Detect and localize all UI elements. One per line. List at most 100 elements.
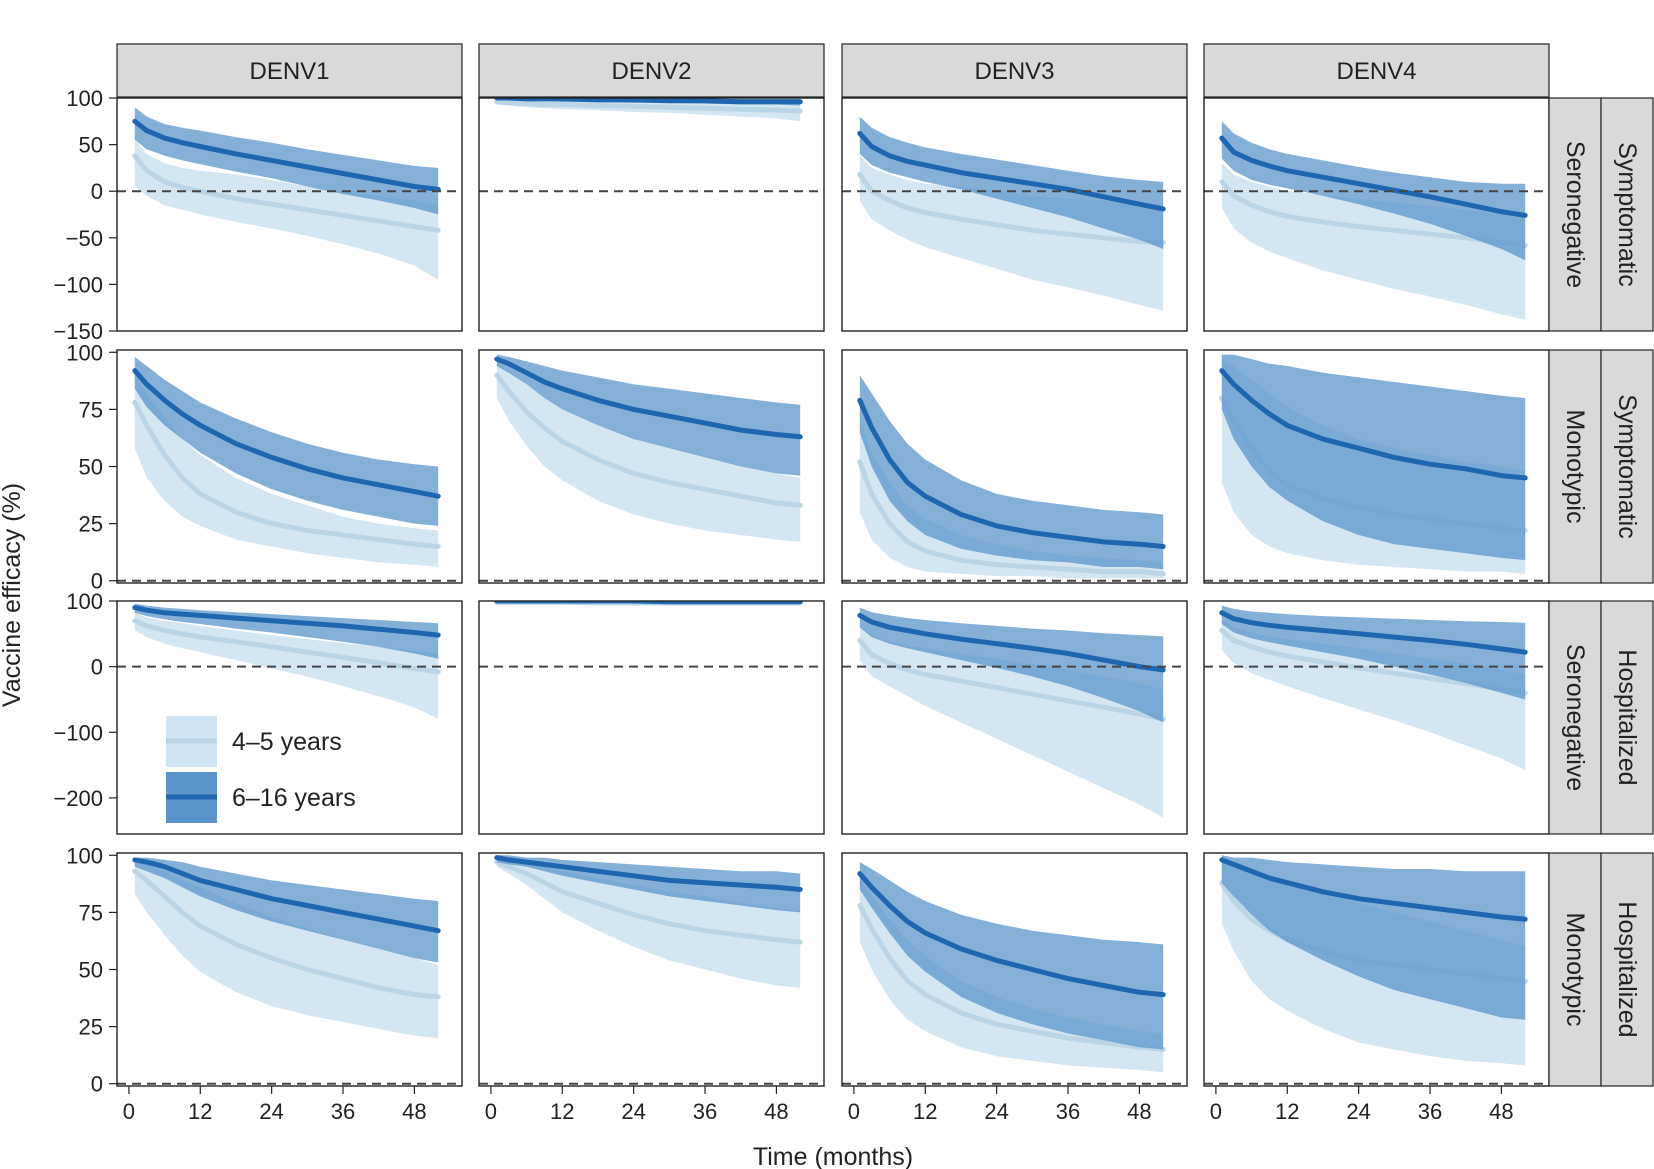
y-tick-label-r4-100: 100 [66, 843, 103, 868]
panel-content-r2-denv1 [117, 356, 462, 582]
panel-r3-denv2 [478, 600, 825, 835]
y-tick-label-r2-25: 25 [79, 512, 103, 537]
y-tick-label-r1--100: −100 [53, 272, 103, 297]
band-6-16-r2-denv2 [496, 354, 801, 476]
band-4-5-r4-denv2 [496, 857, 801, 988]
line-6-16-r1-denv4 [1219, 135, 1528, 218]
axes: 100500−50−100−15010075502501000−100−2001… [53, 86, 1513, 1124]
band-4-5-r2-denv2 [496, 361, 801, 542]
panel-r1-denv2 [478, 97, 825, 332]
band-4-5-r2-denv3 [859, 420, 1164, 579]
panel-border-r2-denv3 [841, 349, 1188, 584]
panel-grid [116, 97, 1550, 1087]
band-4-5-r1-denv4 [1221, 163, 1526, 320]
panel-content-r2-denv3 [842, 375, 1187, 582]
panel-r4-denv2 [478, 852, 825, 1087]
panel-r1-denv3 [841, 97, 1188, 332]
line-6-16-r3-denv3 [857, 612, 1166, 673]
row-strip-inner-1 [1548, 97, 1602, 332]
panel-r2-denv1 [116, 349, 463, 584]
strip-labels: DENV1 DENV2 DENV3 DENV4 Seronegative Symptoma… [116, 43, 1654, 1087]
line-6-16-r1-denv2 [494, 98, 803, 105]
row-strip-label-inner-2: Monotypic [1561, 410, 1589, 524]
y-tick-label-r2-50: 50 [79, 455, 103, 480]
line-6-16-r2-denv3 [857, 397, 1166, 549]
x-tick-label-denv2-12: 12 [550, 1099, 574, 1124]
panel-content-r3-denv3 [842, 607, 1187, 818]
y-tick-label-r3-0: 0 [91, 655, 103, 680]
panel-border-r3-denv3 [841, 600, 1188, 835]
panel-border-r4-denv3 [841, 852, 1188, 1087]
panel-content-r1-denv2 [479, 98, 824, 193]
y-tick-label-r3--200: −200 [53, 786, 103, 811]
y-tick-label-r4-50: 50 [79, 958, 103, 983]
line-6-16-r4-denv4 [1219, 857, 1528, 922]
line-6-16-r2-denv2 [494, 356, 803, 440]
panel-content-r4-denv4 [1204, 855, 1549, 1085]
column-strip-denv1 [116, 43, 463, 98]
panel-r1-denv4 [1203, 97, 1550, 332]
x-tick-label-denv4-12: 12 [1275, 1099, 1299, 1124]
row-strip-label-inner-1: Seronegative [1561, 141, 1589, 288]
column-strip-label-denv2: DENV2 [611, 58, 691, 85]
legend-label-6-16: 6–16 years [232, 784, 356, 812]
x-tick-label-denv4-48: 48 [1489, 1099, 1513, 1124]
x-tick-label-denv2-0: 0 [485, 1099, 497, 1124]
x-tick-label-denv4-36: 36 [1418, 1099, 1442, 1124]
panel-border-r1-denv1 [116, 97, 463, 332]
line-4-5-r4-denv1 [132, 868, 441, 1000]
line-6-16-r3-denv4 [1219, 610, 1528, 655]
column-strip-label-denv3: DENV3 [974, 58, 1054, 85]
line-4-5-r4-denv2 [494, 859, 803, 945]
x-tick-label-denv2-36: 36 [693, 1099, 717, 1124]
x-tick-label-denv1-24: 24 [259, 1099, 283, 1124]
line-6-16-r4-denv1 [132, 857, 441, 934]
panel-r4-denv1 [116, 852, 463, 1087]
y-axis-label: Vaccine efficacy (%) [0, 483, 26, 707]
panel-border-r1-denv3 [841, 97, 1188, 332]
panel-border-r3-denv1 [116, 600, 463, 835]
line-6-16-r3-denv1 [132, 605, 441, 638]
y-tick-label-r2-100: 100 [66, 340, 103, 365]
panel-content-r4-denv1 [117, 857, 462, 1085]
line-6-16-r2-denv4 [1219, 368, 1528, 481]
line-4-5-r4-denv3 [857, 903, 1166, 1052]
band-6-16-r4-denv3 [859, 862, 1164, 1050]
legend: 4–5 years 6–16 years [166, 716, 356, 823]
panel-content-r1-denv4 [1204, 121, 1549, 320]
panel-r4-denv3 [841, 852, 1188, 1087]
row-strip-outer-3 [1600, 600, 1654, 835]
band-4-5-r4-denv1 [134, 859, 439, 1038]
y-tick-label-r1-0: 0 [91, 179, 103, 204]
line-6-16-r4-denv2 [494, 855, 803, 892]
x-tick-label-denv1-36: 36 [331, 1099, 355, 1124]
y-tick-label-r2-75: 75 [79, 397, 103, 422]
y-tick-label-r4-0: 0 [91, 1072, 103, 1097]
y-tick-label-r1--50: −50 [66, 226, 103, 251]
panel-r1-denv1 [116, 97, 463, 332]
panel-border-r1-denv2 [478, 97, 825, 332]
line-4-5-r1-denv2 [494, 99, 803, 114]
column-strip-denv3 [841, 43, 1188, 98]
row-strip-outer-1 [1600, 97, 1654, 332]
row-strip-outer-4 [1600, 852, 1654, 1087]
x-tick-label-denv1-0: 0 [123, 1099, 135, 1124]
column-strip-label-denv1: DENV1 [249, 58, 329, 85]
line-4-5-r2-denv1 [132, 400, 441, 549]
band-6-16-r4-denv4 [1221, 855, 1526, 1020]
line-6-16-r1-denv3 [857, 130, 1166, 212]
x-tick-label-denv2-24: 24 [621, 1099, 645, 1124]
legend-label-4-5: 4–5 years [232, 728, 342, 756]
panel-content-r2-denv4 [1204, 354, 1549, 582]
panel-border-r2-denv2 [478, 349, 825, 584]
x-tick-label-denv3-0: 0 [848, 1099, 860, 1124]
panel-r3-denv3 [841, 600, 1188, 835]
panel-r3-denv4 [1203, 600, 1550, 835]
row-strip-label-inner-3: Seronegative [1561, 644, 1589, 791]
x-tick-label-denv4-0: 0 [1210, 1099, 1222, 1124]
row-strip-label-outer-1: Symptomatic [1613, 142, 1641, 286]
line-4-5-r2-denv3 [857, 459, 1166, 577]
panel-r4-denv4 [1203, 852, 1550, 1087]
panel-content-r2-denv2 [479, 354, 824, 582]
